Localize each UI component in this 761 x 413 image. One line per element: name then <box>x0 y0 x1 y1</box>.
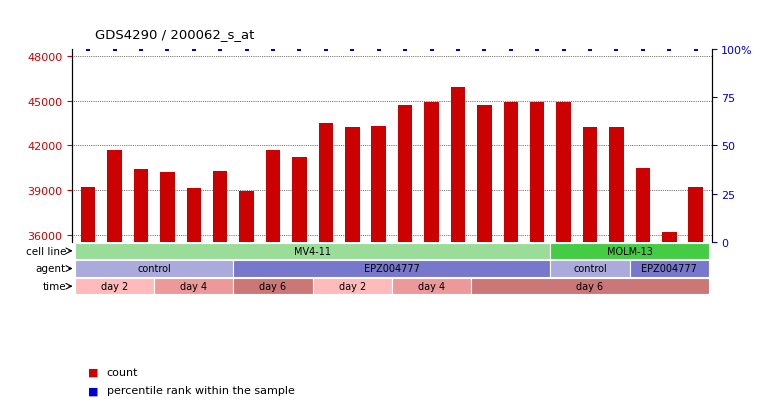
Bar <box>392 278 471 294</box>
Text: day 2: day 2 <box>339 282 366 292</box>
Bar <box>160 173 175 413</box>
Bar <box>425 103 439 413</box>
Bar <box>550 243 709 259</box>
Bar <box>234 278 313 294</box>
Bar <box>629 261 709 277</box>
Text: EPZ004777: EPZ004777 <box>364 264 420 274</box>
Bar <box>371 127 386 413</box>
Bar <box>635 168 650 413</box>
Bar <box>292 158 307 413</box>
Text: day 4: day 4 <box>418 282 445 292</box>
Bar <box>134 170 148 413</box>
Bar <box>75 243 550 259</box>
Bar <box>471 278 709 294</box>
Bar <box>662 232 677 413</box>
Bar <box>689 188 703 413</box>
Text: EPZ004777: EPZ004777 <box>642 264 697 274</box>
Text: day 6: day 6 <box>577 282 603 292</box>
Text: count: count <box>107 367 138 377</box>
Bar <box>313 278 392 294</box>
Bar <box>530 103 544 413</box>
Text: control: control <box>137 264 171 274</box>
Text: cell line: cell line <box>26 246 66 256</box>
Bar <box>234 261 550 277</box>
Bar <box>583 128 597 413</box>
Text: control: control <box>573 264 607 274</box>
Text: MV4-11: MV4-11 <box>295 246 331 256</box>
Text: day 6: day 6 <box>260 282 287 292</box>
Text: ■: ■ <box>88 385 98 395</box>
Bar <box>266 150 280 413</box>
Text: MOLM-13: MOLM-13 <box>607 246 653 256</box>
Bar <box>556 103 571 413</box>
Bar <box>154 278 234 294</box>
Bar <box>240 192 254 413</box>
Bar <box>75 261 234 277</box>
Bar <box>319 124 333 413</box>
Bar <box>186 189 201 413</box>
Text: agent: agent <box>36 264 66 274</box>
Bar <box>345 128 359 413</box>
Bar <box>75 278 154 294</box>
Text: time: time <box>43 282 66 292</box>
Bar <box>504 103 518 413</box>
Bar <box>213 171 228 413</box>
Text: percentile rank within the sample: percentile rank within the sample <box>107 385 295 395</box>
Bar <box>451 88 465 413</box>
Bar <box>550 261 629 277</box>
Bar <box>81 188 95 413</box>
Bar <box>398 106 412 413</box>
Bar <box>107 150 122 413</box>
Text: ■: ■ <box>88 367 98 377</box>
Text: day 2: day 2 <box>101 282 128 292</box>
Text: GDS4290 / 200062_s_at: GDS4290 / 200062_s_at <box>95 28 254 41</box>
Bar <box>609 128 624 413</box>
Text: day 4: day 4 <box>180 282 207 292</box>
Bar <box>477 106 492 413</box>
